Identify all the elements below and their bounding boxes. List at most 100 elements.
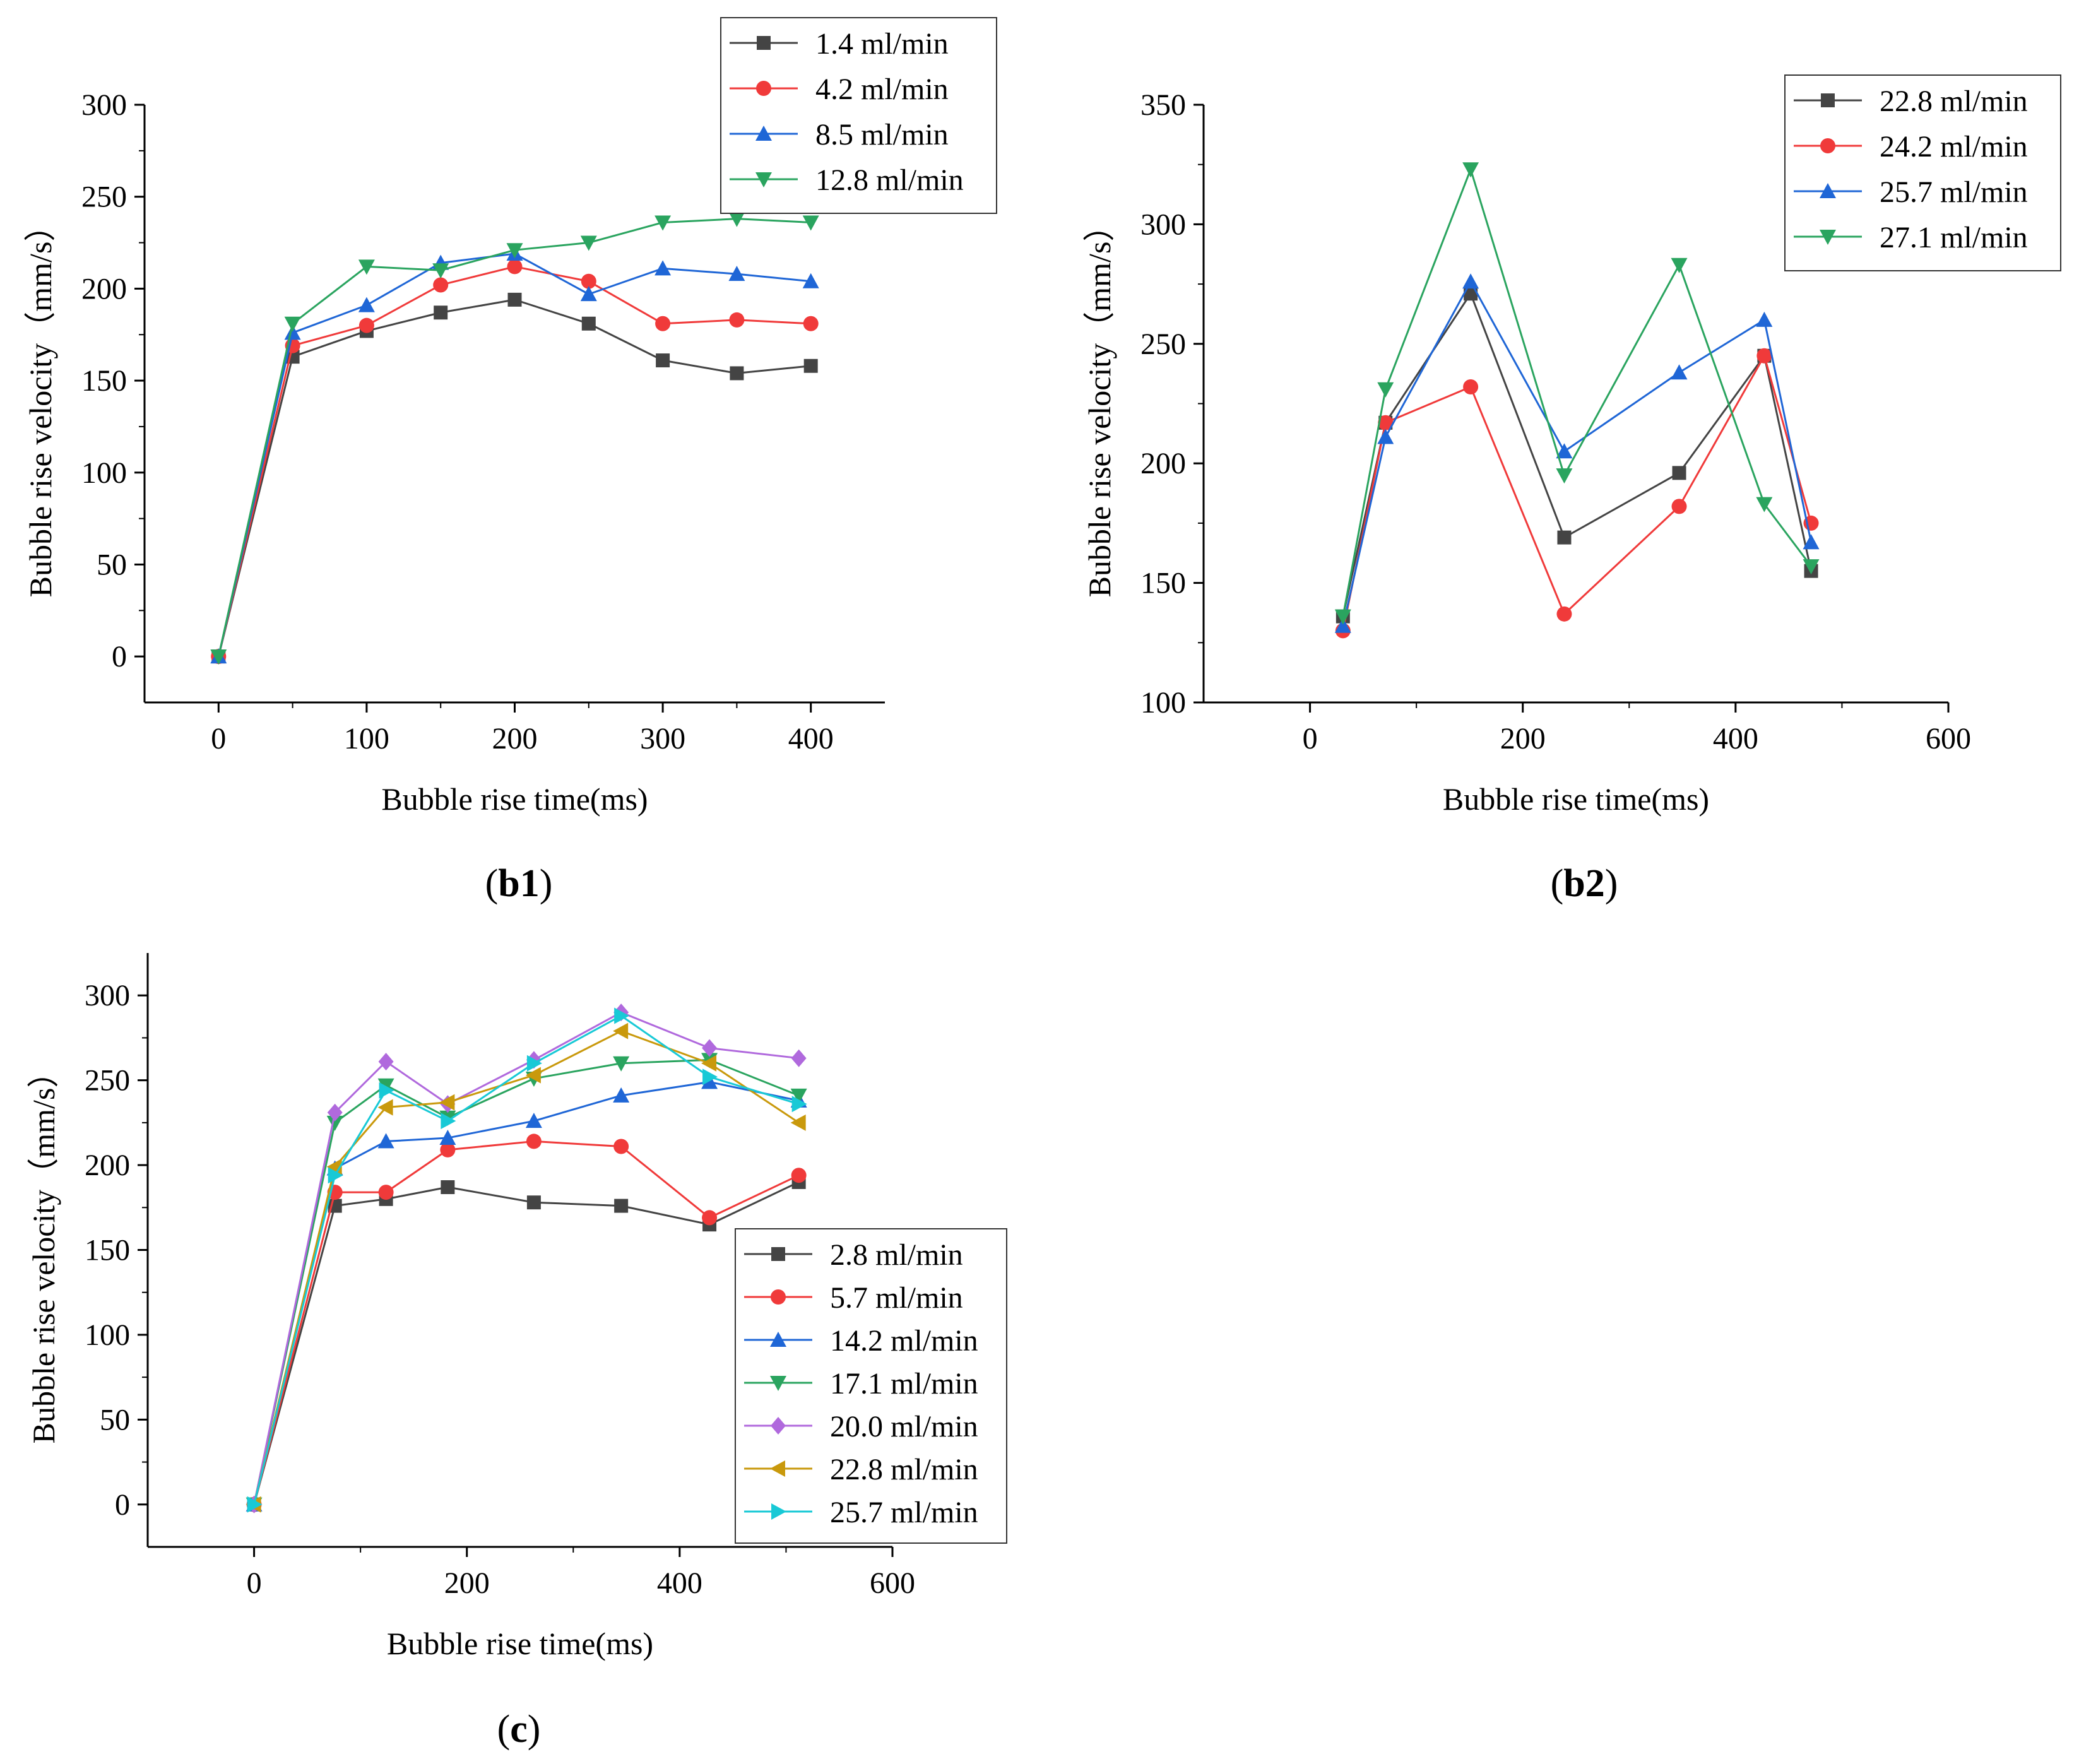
data-point	[433, 277, 449, 293]
y-tick-label: 100	[85, 1318, 130, 1352]
y-tick-label: 0	[112, 640, 127, 673]
legend: 22.8 ml/min 24.2 ml/min 25.7 ml/min 27.1 ml…	[1784, 74, 2061, 271]
data-point	[803, 316, 819, 331]
data-point	[284, 324, 301, 340]
data-point	[580, 286, 597, 302]
data-point	[379, 1082, 394, 1099]
legend-label: 17.1 ml/min	[830, 1367, 978, 1400]
legend-marker	[771, 1503, 786, 1520]
data-point	[803, 358, 818, 373]
data-point	[1672, 466, 1686, 480]
legend-entry: 8.5 ml/min	[730, 118, 949, 151]
data-point	[791, 1168, 807, 1183]
data-point	[1377, 382, 1394, 398]
x-tick-label: 200	[1500, 722, 1546, 755]
legend-label: 12.8 ml/min	[815, 163, 964, 197]
data-point	[728, 266, 745, 281]
x-tick-label: 100	[344, 722, 389, 755]
data-point	[439, 1094, 455, 1111]
y-tick-label: 150	[1140, 567, 1186, 600]
legend-marker	[771, 1247, 785, 1261]
data-point	[1803, 534, 1820, 550]
data-point	[613, 1087, 630, 1103]
data-point	[1556, 443, 1573, 459]
data-point	[432, 263, 449, 279]
series-line	[253, 1140, 800, 1505]
legend-marker	[757, 36, 771, 50]
legend-marker	[1821, 93, 1835, 107]
data-point	[210, 649, 227, 665]
data-point	[1334, 609, 1351, 625]
data-point	[655, 316, 671, 331]
panel-c: 0 200 400 600 0 50 100 150 200 250 300 Bubble rise …	[26, 953, 1007, 1751]
x-tick-label: 0	[1303, 722, 1318, 755]
y-tick-label: 0	[115, 1488, 130, 1522]
legend-label: 25.7 ml/min	[1880, 175, 2028, 209]
data-point	[506, 243, 523, 259]
y-axis-label: Bubble rise velocity（mm/s）	[23, 210, 58, 598]
data-point	[802, 215, 819, 231]
y-tick-label: 50	[97, 548, 127, 581]
legend-label: 1.4 ml/min	[815, 27, 949, 61]
data-point	[802, 273, 819, 288]
y-tick-label: 250	[1140, 328, 1186, 361]
data-point	[791, 1049, 807, 1067]
data-point	[581, 316, 596, 331]
x-axis-label: Bubble rise time(ms)	[1443, 781, 1709, 817]
legend-label: 4.2 ml/min	[815, 73, 949, 106]
legend-label: 2.8 ml/min	[830, 1238, 963, 1272]
y-tick-label: 300	[81, 88, 127, 122]
data-point	[654, 215, 672, 231]
legend-entry: 4.2 ml/min	[730, 73, 949, 106]
legend: 2.8 ml/min 5.7 ml/min 14.2 ml/min 17.1 ml/m…	[735, 1228, 1007, 1544]
series-line	[253, 1030, 800, 1505]
data-point	[1334, 617, 1351, 633]
series-6	[246, 1022, 806, 1513]
data-point	[1463, 379, 1479, 394]
y-tick-label: 250	[85, 1064, 130, 1098]
legend-marker	[770, 1376, 786, 1391]
legend-entry: 25.7 ml/min	[1794, 175, 2028, 209]
legend-entry: 5.7 ml/min	[744, 1281, 963, 1315]
x-tick-label: 200	[492, 722, 538, 755]
legend-entry: 22.8 ml/min	[1794, 85, 2028, 118]
legend-marker	[756, 81, 771, 96]
data-point	[580, 235, 597, 251]
data-point	[378, 1185, 394, 1200]
data-point	[790, 1114, 806, 1131]
series-3	[1334, 273, 1820, 633]
data-point	[326, 1115, 343, 1131]
legend-label: 8.5 ml/min	[815, 118, 949, 151]
x-tick-label: 400	[788, 722, 834, 755]
data-point	[1462, 273, 1479, 289]
data-point	[377, 1078, 394, 1094]
data-point	[1557, 530, 1572, 545]
legend-entry: 27.1 ml/min	[1794, 221, 2028, 254]
data-point	[440, 1142, 456, 1157]
data-point	[1803, 559, 1820, 575]
data-point	[656, 353, 670, 368]
data-point	[654, 260, 672, 276]
data-point	[378, 1053, 394, 1071]
data-point	[1378, 415, 1394, 430]
panel-label-b2: (b2)	[1551, 862, 1618, 905]
panel-b2: 0 200 400 600 100 150 200 250 300 350 Bubble rise …	[1082, 74, 2061, 905]
legend: 1.4 ml/min 4.2 ml/min 8.5 ml/min 12.8 ml/mi…	[720, 17, 997, 214]
data-point	[441, 1180, 455, 1195]
data-point	[507, 292, 522, 307]
data-point	[1756, 497, 1773, 512]
legend-marker	[1820, 230, 1836, 245]
legend-label: 22.8 ml/min	[1880, 85, 2028, 118]
x-tick-label: 200	[444, 1566, 490, 1600]
axes: 0 200 400 600 100 150 200 250 300 350 Bubble rise …	[1082, 88, 1971, 817]
legend-marker	[755, 172, 772, 187]
plot-c: 0 200 400 600 0 50 100 150 200 250 300 Bubble rise …	[26, 953, 1007, 1661]
series-2	[1335, 348, 1819, 639]
x-tick-label: 0	[247, 1566, 262, 1600]
x-axis-label: Bubble rise time(ms)	[387, 1626, 653, 1661]
series-line	[253, 1080, 799, 1505]
series-line	[253, 1181, 800, 1505]
series-7	[247, 1007, 807, 1513]
data-point	[730, 366, 744, 381]
